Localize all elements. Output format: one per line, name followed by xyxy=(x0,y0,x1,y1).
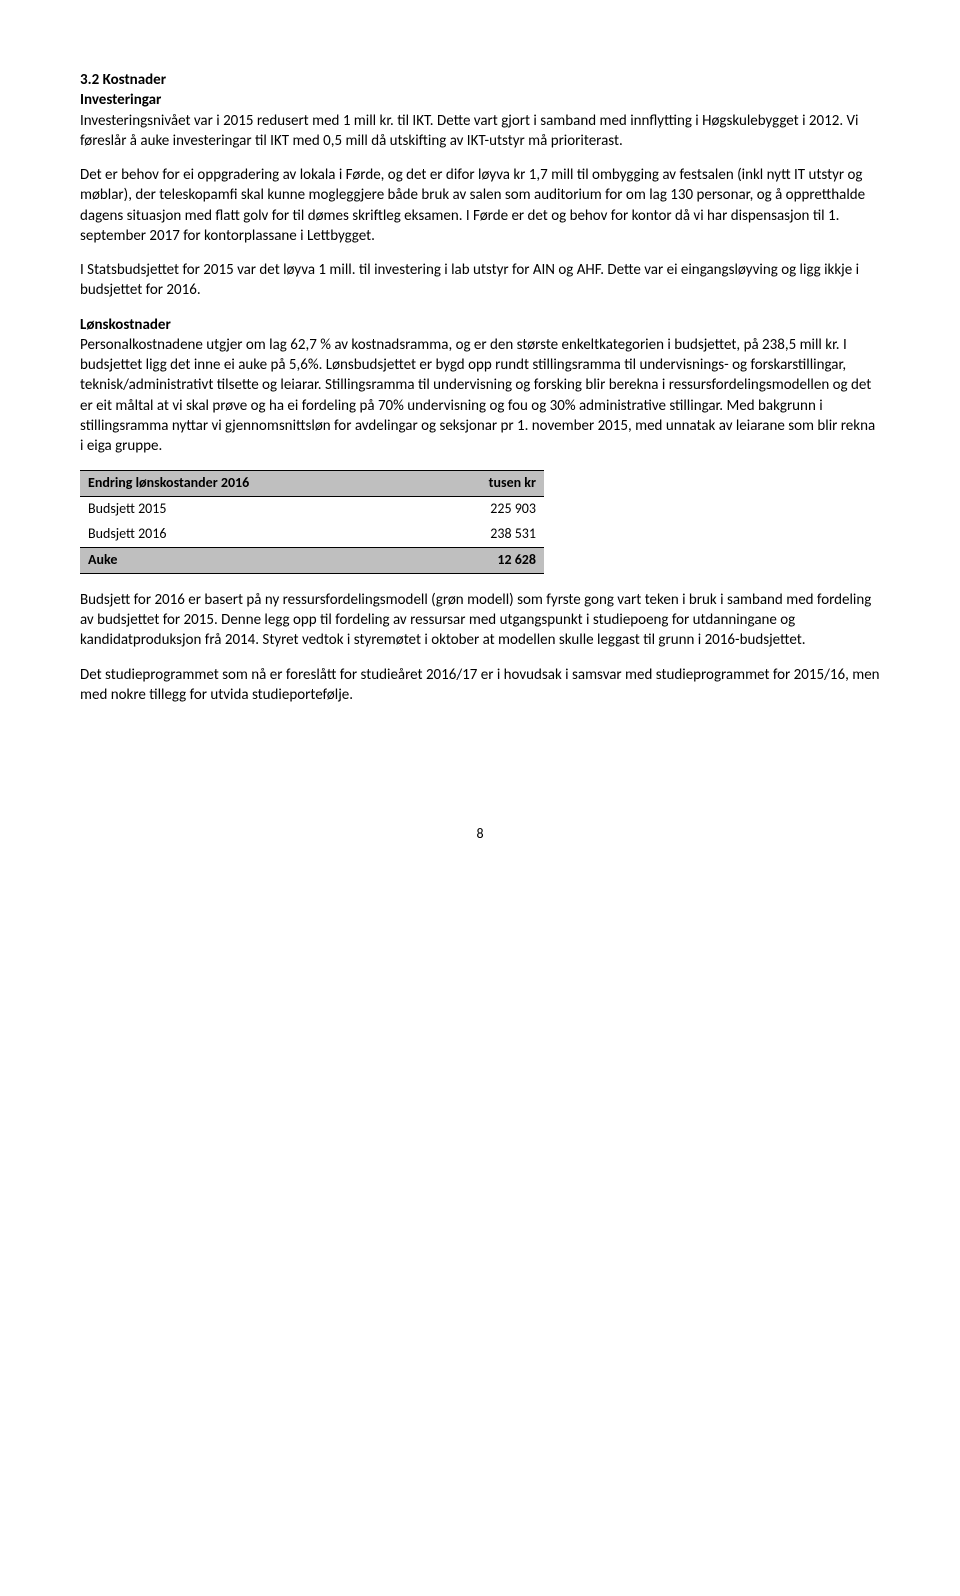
table-cell-label: Budsjett 2015 xyxy=(80,497,422,522)
table-header-label: Endring lønskostander 2016 xyxy=(80,471,422,497)
table-row: Budsjett 2015 225 903 xyxy=(80,497,544,522)
table-sum-value: 12 628 xyxy=(422,547,544,573)
subheading-lonskostnader: Lønskostnader xyxy=(80,315,880,335)
paragraph-budsjett-modell: Budsjett for 2016 er basert på ny ressur… xyxy=(80,590,880,651)
table-cell-value: 238 531 xyxy=(422,522,544,547)
paragraph-investeringar-2: Det er behov for ei oppgradering av loka… xyxy=(80,165,880,246)
table-cell-value: 225 903 xyxy=(422,497,544,522)
table-sum-label: Auke xyxy=(80,547,422,573)
table-header-row: Endring lønskostander 2016 tusen kr xyxy=(80,471,544,497)
page-number: 8 xyxy=(80,825,880,844)
table-row: Budsjett 2016 238 531 xyxy=(80,522,544,547)
paragraph-lonskostnader: Personalkostnadene utgjer om lag 62,7 % … xyxy=(80,335,880,457)
paragraph-investeringar-1: Investeringsnivået var i 2015 redusert m… xyxy=(80,111,880,152)
section-heading-3-2: 3.2 Kostnader xyxy=(80,70,880,90)
paragraph-studieprogram: Det studieprogrammet som nå er foreslått… xyxy=(80,665,880,706)
table-endring-lonskostnader: Endring lønskostander 2016 tusen kr Buds… xyxy=(80,470,544,574)
paragraph-investeringar-3: I Statsbudsjettet for 2015 var det løyva… xyxy=(80,260,880,301)
table-cell-label: Budsjett 2016 xyxy=(80,522,422,547)
table-sum-row: Auke 12 628 xyxy=(80,547,544,573)
table-header-unit: tusen kr xyxy=(422,471,544,497)
subheading-investeringar: Investeringar xyxy=(80,90,880,110)
